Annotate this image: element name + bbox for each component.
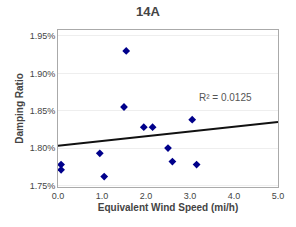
- svg-text:R² = 0.0125: R² = 0.0125: [199, 92, 252, 103]
- svg-text:14A: 14A: [136, 4, 160, 19]
- svg-text:Damping Ratio: Damping Ratio: [14, 73, 25, 144]
- svg-text:3.0: 3.0: [184, 191, 197, 201]
- svg-text:1.90%: 1.90%: [30, 69, 56, 79]
- svg-text:1.0: 1.0: [96, 191, 109, 201]
- svg-text:5.0: 5.0: [272, 191, 285, 201]
- svg-text:1.85%: 1.85%: [30, 106, 56, 116]
- svg-text:4.0: 4.0: [228, 191, 241, 201]
- svg-text:Equivalent Wind Speed (mi/h): Equivalent Wind Speed (mi/h): [98, 202, 238, 213]
- svg-text:1.80%: 1.80%: [30, 143, 56, 153]
- svg-text:0.0: 0.0: [52, 191, 65, 201]
- svg-text:1.95%: 1.95%: [30, 31, 56, 41]
- svg-text:1.75%: 1.75%: [30, 181, 56, 191]
- svg-text:2.0: 2.0: [140, 191, 153, 201]
